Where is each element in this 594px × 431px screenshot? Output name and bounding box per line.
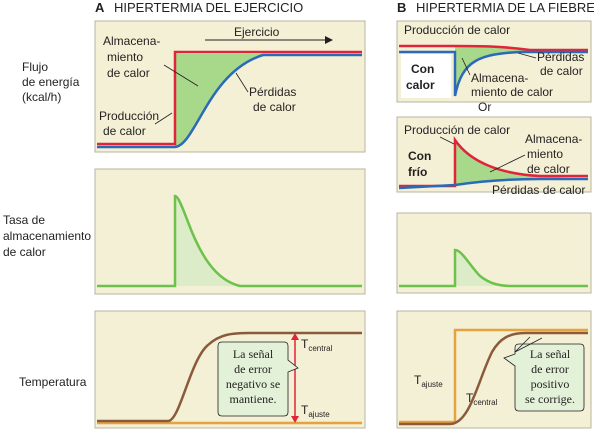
b2-cold-label-1: Con bbox=[408, 149, 431, 163]
flux-label-1: Flujo bbox=[22, 60, 48, 74]
b3-t-central-line bbox=[399, 331, 588, 426]
flux-label-2: de energía bbox=[22, 75, 80, 89]
b3-t-set-line bbox=[399, 328, 588, 424]
b1-losses-label-1: Pérdidas bbox=[537, 50, 584, 64]
b2b-storage-line bbox=[399, 248, 588, 288]
b3-bubble bbox=[503, 343, 585, 412]
header-b-letter: B bbox=[397, 0, 406, 15]
panel-b2b-bg bbox=[396, 212, 592, 294]
a1-production-label-1: Producción bbox=[99, 109, 159, 123]
panel-b3: Tajuste Tcentral La señal de error posit… bbox=[396, 310, 592, 429]
b1-production-line bbox=[399, 44, 588, 52]
b2-storage-label-1: Almacena- bbox=[525, 132, 582, 146]
b1-storage-pointer bbox=[461, 57, 471, 76]
storage-label-2: almacenamiento bbox=[3, 229, 91, 243]
a1-storage-label-3: de calor bbox=[107, 66, 150, 80]
panel-a1-bg bbox=[94, 20, 366, 153]
b1-hot-box bbox=[401, 54, 451, 98]
a3-t-central-line bbox=[97, 331, 362, 423]
a1-losses-pointer bbox=[235, 72, 249, 93]
b2-production-pointer bbox=[439, 136, 455, 145]
a2-storage-line bbox=[97, 194, 362, 288]
a3-bubble-line-3: negativo se bbox=[226, 377, 280, 391]
a1-exercise-label: Ejercicio bbox=[234, 25, 280, 39]
or-label: Or bbox=[478, 100, 491, 114]
a1-production-line bbox=[97, 50, 362, 146]
b1-losses-line bbox=[399, 50, 588, 97]
storage-label-3: de calor bbox=[3, 245, 46, 259]
header-a-letter: A bbox=[95, 0, 105, 15]
a1-storage-area bbox=[175, 54, 362, 147]
b2-losses-line bbox=[398, 177, 588, 190]
b2b-storage-area bbox=[455, 250, 512, 286]
b1-losses-label-2: de calor bbox=[540, 64, 583, 78]
b2-cold-label-2: frío bbox=[408, 165, 427, 179]
b3-bubble-line-3: positivo bbox=[531, 377, 570, 391]
header-a-title: HIPERTERMIA DEL EJERCICIO bbox=[114, 0, 303, 15]
b3-bubble-pointer bbox=[514, 336, 543, 353]
b2-storage-pointer bbox=[489, 154, 526, 173]
a3-t-central-label: Tcentral bbox=[301, 337, 333, 353]
b3-bubble-line-4: se corrige. bbox=[525, 392, 575, 406]
panel-b2: Producción de calor Con frío Almacena- m… bbox=[396, 116, 592, 197]
a1-losses-label-2: de calor bbox=[253, 100, 296, 114]
a1-storage-label-2: miento bbox=[107, 50, 143, 64]
b2-storage-label-3: de calor bbox=[527, 162, 570, 176]
panel-b1: Con calor Producción de calor Pérdidas d… bbox=[396, 20, 592, 103]
b3-bubble-line-1: La señal bbox=[530, 347, 571, 361]
a1-production-pointer bbox=[154, 112, 173, 125]
b2-production-line bbox=[399, 135, 588, 188]
storage-label-1: Tasa de bbox=[3, 213, 45, 227]
panel-a2 bbox=[94, 168, 366, 295]
a1-losses-line bbox=[97, 53, 362, 149]
b1-storage-label-1: Almacena- bbox=[471, 71, 528, 85]
temperature-label: Temperatura bbox=[19, 375, 87, 389]
a2-storage-area bbox=[175, 196, 240, 286]
b1-storage-label-2: miento de calor bbox=[471, 85, 553, 99]
b3-bubble-line-2: de error bbox=[531, 362, 569, 376]
a3-bubble-line-1: La señal bbox=[233, 347, 274, 361]
b1-production-label: Producción de calor bbox=[404, 23, 510, 37]
b3-t-central-label: Tcentral bbox=[466, 391, 498, 407]
flux-label-3: (kcal/h) bbox=[22, 90, 61, 104]
b3-t-set-label: Tajuste bbox=[414, 373, 443, 389]
a1-storage-label-1: Almacena- bbox=[103, 34, 160, 48]
panel-a2-bg bbox=[94, 168, 366, 295]
a3-bubble bbox=[217, 341, 299, 417]
panel-a1: Ejercicio Almacena- miento de calor Pérd… bbox=[94, 20, 366, 153]
a3-error-arrow-top bbox=[291, 333, 299, 340]
a1-losses-label-1: Pérdidas bbox=[249, 85, 296, 99]
b2-storage-label-2: miento bbox=[527, 147, 563, 161]
b2-storage-area bbox=[455, 140, 588, 184]
a3-bubble-line-2: de error bbox=[234, 362, 272, 376]
b1-storage-area bbox=[455, 46, 588, 96]
panel-a3: Tcentral Tajuste La señal de error negat… bbox=[94, 310, 366, 429]
panel-b2b bbox=[396, 212, 592, 294]
b2-production-label: Producción de calor bbox=[404, 123, 510, 137]
a3-bubble-line-4: mantiene. bbox=[230, 392, 277, 406]
a1-storage-pointer bbox=[163, 64, 199, 87]
a1-production-label-2: de calor bbox=[103, 124, 146, 138]
b2-losses-label: Pérdidas de calor bbox=[492, 183, 585, 197]
a3-error-arrow-bottom bbox=[291, 416, 299, 423]
b1-hot-label-1: Con bbox=[411, 62, 434, 76]
header-b-title: HIPERTERMIA DE LA FIEBRE bbox=[416, 0, 594, 15]
a3-t-set-label: Tajuste bbox=[301, 403, 330, 419]
b1-hot-label-2: calor bbox=[406, 78, 435, 92]
b1-losses-pointer bbox=[517, 52, 537, 59]
